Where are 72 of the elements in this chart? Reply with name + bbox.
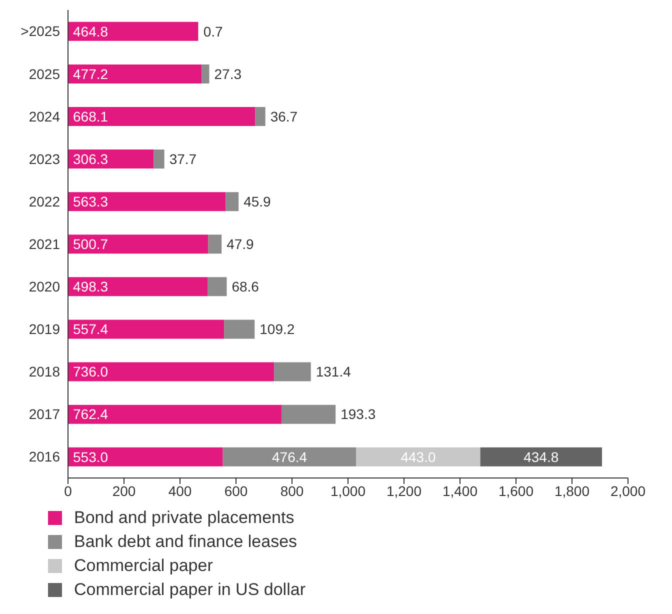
data-label: 36.7 (270, 108, 298, 124)
x-tick-label: 1,400 (442, 482, 478, 499)
data-label: 68.6 (232, 278, 260, 295)
legend-label: Commercial paper in US dollar (74, 580, 306, 600)
bar (480, 447, 602, 466)
x-tick-label: 600 (224, 482, 248, 499)
y-tick-label: 2020 (28, 278, 60, 295)
data-label: 434.8 (524, 448, 559, 465)
bar (222, 447, 356, 466)
bar (255, 107, 266, 126)
bar (274, 362, 311, 382)
y-tick-label: 2021 (28, 236, 60, 252)
x-tick-label: 2,000 (610, 482, 646, 499)
bar (208, 234, 222, 254)
bar (226, 192, 239, 212)
x-tick-label: 400 (168, 482, 192, 499)
data-label: 47.9 (226, 236, 254, 252)
data-label: 109.2 (260, 321, 295, 338)
bar (356, 447, 480, 466)
data-label: 762.4 (73, 406, 108, 422)
data-label: 476.4 (272, 448, 308, 465)
data-label: 563.3 (73, 193, 108, 210)
data-label: 736.0 (73, 364, 108, 380)
y-tick-label: 2023 (28, 150, 60, 167)
data-label: 477.2 (73, 66, 108, 82)
bar (68, 404, 282, 424)
bar (68, 192, 226, 212)
x-tick-label: 1,600 (498, 482, 534, 499)
bar (68, 447, 223, 466)
data-label: 668.1 (73, 108, 108, 124)
x-tick-label: 0 (64, 482, 72, 499)
bar (154, 150, 164, 169)
data-label: 498.3 (73, 278, 108, 295)
bar (68, 277, 208, 296)
data-label: 557.4 (73, 321, 108, 338)
bar (281, 404, 336, 424)
data-label: 500.7 (73, 236, 108, 252)
data-label: 131.4 (316, 364, 352, 380)
y-tick-label: >2025 (20, 23, 60, 40)
bar (68, 22, 198, 41)
bar (68, 320, 224, 339)
bar (202, 64, 210, 84)
x-tick-label: 1,200 (386, 482, 422, 499)
y-tick-label: 2017 (28, 406, 60, 422)
data-label: 0.7 (203, 23, 224, 40)
bar (208, 277, 227, 296)
data-label: 464.8 (73, 23, 108, 40)
y-tick-label: 2016 (28, 448, 60, 465)
data-label: 37.7 (169, 150, 197, 167)
legend-label: Commercial paper (74, 556, 213, 576)
y-tick-label: 2019 (28, 321, 60, 338)
data-label: 193.3 (340, 406, 376, 422)
bar (68, 64, 202, 84)
y-tick-label: 2018 (28, 364, 60, 380)
bar (68, 107, 256, 126)
data-label: 27.3 (214, 66, 242, 82)
x-tick-label: 1,800 (554, 482, 590, 499)
bar (68, 150, 154, 169)
legend-label: Bank debt and finance leases (74, 532, 298, 552)
y-tick-label: 2022 (28, 193, 60, 210)
data-label: 306.3 (73, 150, 108, 167)
x-tick-label: 1,000 (330, 482, 366, 499)
legend-label: Bond and private placements (74, 508, 294, 528)
y-tick-label: 2024 (28, 108, 60, 124)
data-label: 553.0 (73, 448, 108, 465)
bar (224, 320, 255, 339)
bar (68, 362, 274, 382)
data-label: 45.9 (244, 193, 272, 210)
bar (68, 234, 208, 254)
y-tick-label: 2025 (28, 66, 60, 82)
x-tick-label: 800 (280, 482, 304, 499)
x-tick-label: 200 (112, 482, 136, 499)
